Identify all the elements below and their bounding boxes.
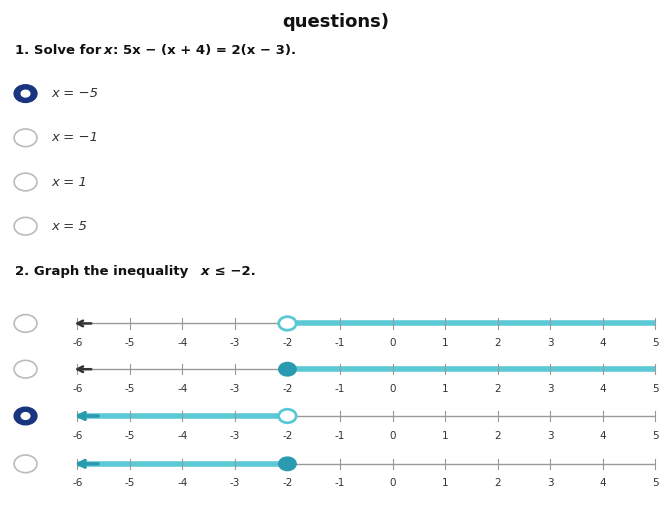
Text: 5: 5 [652,338,659,348]
Text: ≤ −2.: ≤ −2. [210,265,255,278]
Text: x = 5: x = 5 [51,220,87,233]
Text: 4: 4 [599,338,606,348]
Text: 2: 2 [495,338,501,348]
Text: 1: 1 [442,431,448,440]
Text: 2: 2 [495,478,501,488]
Text: -2: -2 [282,384,292,394]
Text: -6: -6 [72,478,83,488]
Text: -5: -5 [124,478,135,488]
Circle shape [14,315,37,332]
Text: -5: -5 [124,338,135,348]
Text: x: x [200,265,209,278]
Text: -5: -5 [124,431,135,440]
Text: 5: 5 [652,478,659,488]
Text: -2: -2 [282,478,292,488]
Text: x = 1: x = 1 [51,175,87,188]
Text: 1. Solve for: 1. Solve for [15,44,106,57]
Circle shape [14,129,37,147]
Text: -3: -3 [230,478,240,488]
Text: -1: -1 [335,478,345,488]
Text: 0: 0 [389,478,396,488]
Text: -1: -1 [335,384,345,394]
Text: -4: -4 [177,478,187,488]
Text: -4: -4 [177,338,187,348]
Text: -5: -5 [124,384,135,394]
Text: 4: 4 [599,478,606,488]
Text: -3: -3 [230,338,240,348]
Text: 2: 2 [495,431,501,440]
Text: 0: 0 [389,384,396,394]
Text: 1: 1 [442,384,448,394]
Text: 4: 4 [599,431,606,440]
Text: 4: 4 [599,384,606,394]
Text: 5: 5 [652,384,659,394]
Text: -4: -4 [177,384,187,394]
Text: x: x [103,44,112,57]
Text: questions): questions) [282,13,390,31]
Circle shape [14,407,37,425]
Text: 3: 3 [547,384,554,394]
Text: -4: -4 [177,431,187,440]
Circle shape [14,360,37,378]
Circle shape [22,413,30,419]
Circle shape [279,457,296,471]
Text: 1: 1 [442,478,448,488]
Text: 2. Graph the inequality: 2. Graph the inequality [15,265,193,278]
Circle shape [22,90,30,97]
Text: 5: 5 [652,431,659,440]
Circle shape [14,455,37,473]
Circle shape [14,173,37,191]
Text: 3: 3 [547,478,554,488]
Text: -1: -1 [335,431,345,440]
Text: 3: 3 [547,338,554,348]
Text: -3: -3 [230,384,240,394]
Text: x = −5: x = −5 [51,87,98,100]
Text: 3: 3 [547,431,554,440]
Text: x = −1: x = −1 [51,131,98,144]
Text: 0: 0 [389,338,396,348]
Text: -6: -6 [72,338,83,348]
Text: -6: -6 [72,384,83,394]
Circle shape [279,317,296,330]
Text: -3: -3 [230,431,240,440]
Text: -1: -1 [335,338,345,348]
Text: 0: 0 [389,431,396,440]
Text: -2: -2 [282,431,292,440]
Circle shape [279,362,296,376]
Circle shape [14,217,37,235]
Text: 2: 2 [495,384,501,394]
Circle shape [279,409,296,423]
Text: -6: -6 [72,431,83,440]
Text: -2: -2 [282,338,292,348]
Circle shape [14,85,37,102]
Text: 1: 1 [442,338,448,348]
Text: : 5x − (x + 4) = 2(x − 3).: : 5x − (x + 4) = 2(x − 3). [113,44,296,57]
